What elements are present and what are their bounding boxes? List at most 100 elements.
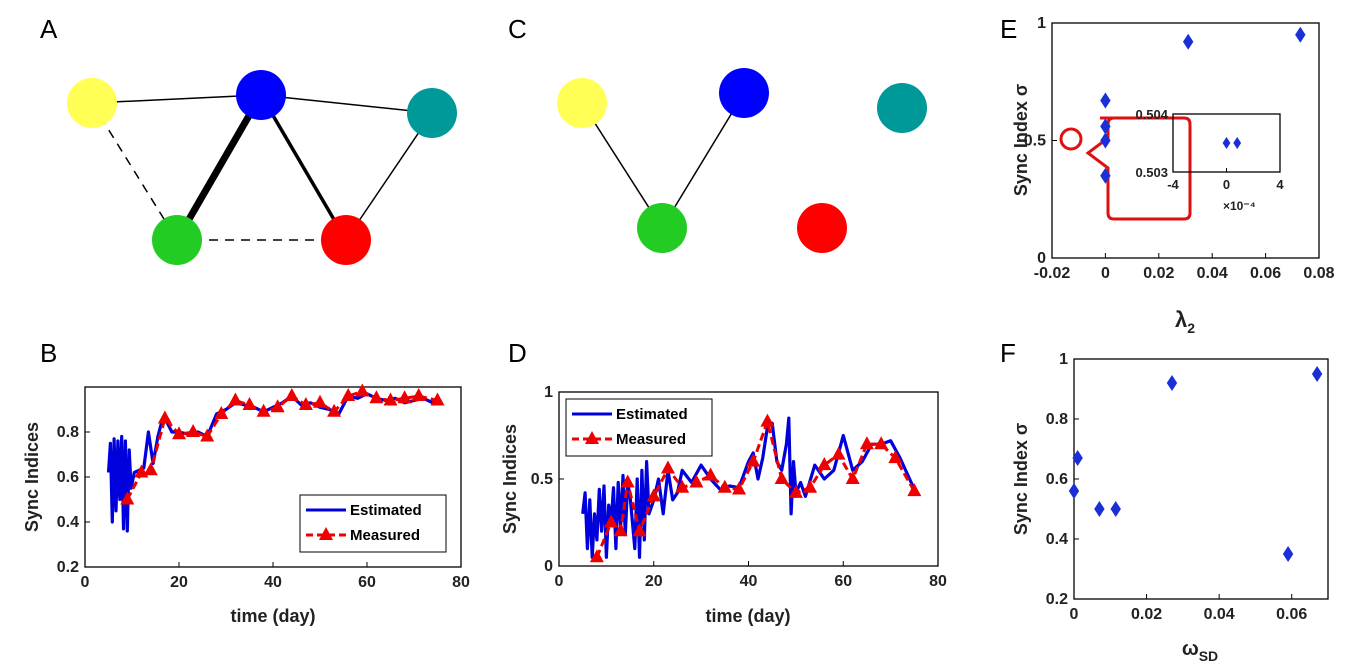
legend-d-estimated-label: Estimated [616,406,688,423]
chart-b-measured-point [256,403,271,417]
chart-e-xtick-label: 0.02 [1143,265,1174,282]
chart-d-xtick-label: 80 [929,573,947,590]
chart-b-measured-point [143,462,158,476]
chart-b-measured-point [242,397,257,410]
chart-d-measured-point [817,457,832,471]
chart-b-legend-box [299,494,447,553]
chart-b-ytick-label: 0.2 [57,559,79,576]
chart-e-inset-ytick-label: 0.504 [1135,107,1168,122]
chart-e-ylabel: Sync Index σ [1011,84,1031,196]
network-a [67,70,457,265]
chart-b-xtick-label: 40 [264,574,282,591]
chart-d-measured-point [859,436,874,450]
panel-label-c: C [508,14,527,44]
network-c-node-teal [877,83,927,133]
chart-f-xtick-label: 0.06 [1276,606,1307,623]
chart-b-xtick-label: 60 [358,574,376,591]
network-c-node-yellow [557,78,607,128]
chart-d-xtick-label: 20 [645,573,663,590]
chart-d-measured-point [831,446,846,460]
chart-f-xlabel-sub: SD [1199,648,1218,664]
chart-d-measured-point [760,413,775,427]
chart-e-point [1100,92,1111,109]
chart-e-inset-point [1233,137,1242,149]
chart-b-ticks: 0 20 40 60 80 0.2 0.4 0.6 0.8 [57,424,470,591]
chart-b-xtick-label: 20 [170,574,188,591]
chart-e-inset-xtick-label: 0 [1223,177,1230,192]
network-c-node-green [637,203,687,253]
chart-b-measured-point [383,392,398,406]
chart-b-measured-point [341,388,356,401]
legend-b-measured-marker [319,527,333,540]
chart-e-xtick-label: 0 [1101,265,1110,282]
chart-f-point [1311,366,1323,382]
chart-d-measured-point [620,474,635,488]
chart-d-measured-point [803,479,818,493]
network-a-node-yellow [67,78,117,128]
chart-d-measured-point [689,474,704,488]
chart-d-measured-point [613,523,628,537]
chart-b-measured-point [411,388,426,401]
chart-b-series [106,383,445,533]
chart-f-point [1094,501,1105,517]
chart-b-measured-point [298,397,313,410]
chart-d-measured-point [746,453,761,467]
chart-e-inset-ytick-label: 0.503 [1135,165,1168,180]
chart-b-measured-point [270,399,285,413]
chart-e-xtick-label: 0.04 [1197,265,1228,282]
chart-b-measured-point [186,424,201,437]
chart-b-measured-point [284,388,299,401]
legend-d-measured-marker [585,431,599,444]
network-a-edge-blue-green [173,93,265,242]
chart-f-xlabel-main: ω [1182,638,1199,660]
chart-f-point [1166,375,1178,391]
chart-d-measured-point [660,460,675,474]
chart-b: 0 20 40 60 80 0.2 0.4 0.6 0.8 time (day) Sync In… [22,383,470,626]
chart-f-ytick-label: 0.8 [1046,411,1068,428]
chart-e-points [1100,26,1306,184]
chart-b-ytick-label: 0.4 [57,514,79,531]
chart-e-inset: -4 0 4 0.503 0.504 ×10⁻⁴ [1135,107,1284,213]
chart-e-zoom-callout [1085,116,1192,221]
chart-f-xtick-label: 0 [1070,606,1079,623]
chart-b-series-measured-line [125,390,438,501]
chart-d-measured-point [646,488,661,502]
chart-e-zoom-circle [1059,127,1083,151]
chart-b-measured-point [172,426,186,440]
chart-e-ytick-label: 1 [1037,15,1046,32]
chart-e-point [1295,26,1306,43]
chart-d: 0 20 40 60 80 0 0.5 1 time (day) Sync Indices E… [500,384,947,626]
network-c-edge-blue-green [661,92,745,229]
chart-f-frame [1073,358,1329,600]
network-a-edge-blue-teal [260,94,433,114]
network-a-node-red [321,215,371,265]
chart-d-measured-point [632,523,647,537]
chart-d-measured-point [732,481,747,495]
chart-b-measured-point [355,383,370,397]
chart-e-inset-points [1222,137,1242,149]
chart-e-inset-point [1222,137,1231,149]
chart-f-point [1068,483,1080,499]
chart-d-measured-point [888,450,903,464]
chart-d-xtick-label: 0 [555,573,564,590]
chart-b-measured-point [228,392,243,406]
chart-f-xlabel: ωSD [1182,638,1218,664]
chart-e-ytick-label: 0 [1037,250,1046,267]
chart-d-legend: Estimated Measured [565,398,713,457]
chart-d-measured-point [589,549,604,563]
chart-d-xtick-label: 60 [834,573,852,590]
network-a-node-blue [236,70,286,120]
chart-e-point [1182,33,1194,50]
chart-e-xlabel-sub: 2 [1187,320,1195,336]
network-a-edge-teal-red [345,112,433,241]
chart-d-series-estimated-line [581,416,916,559]
chart-d-measured-point [717,479,732,493]
network-a-edge-yellow-green [91,102,178,241]
chart-b-xtick-label: 80 [452,574,470,591]
chart-d-ytick-label: 1 [544,384,553,401]
chart-e-point [1100,167,1111,184]
chart-f-points [1068,366,1323,562]
panel-label-e: E [1000,14,1017,44]
